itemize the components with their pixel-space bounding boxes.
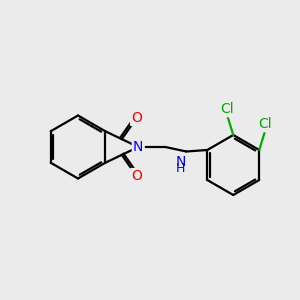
Text: N: N (176, 155, 186, 169)
Text: O: O (131, 169, 142, 183)
Text: O: O (131, 111, 142, 125)
Text: H: H (176, 161, 186, 175)
Text: Cl: Cl (220, 102, 234, 116)
Text: N: N (133, 140, 143, 154)
Text: Cl: Cl (258, 117, 272, 131)
